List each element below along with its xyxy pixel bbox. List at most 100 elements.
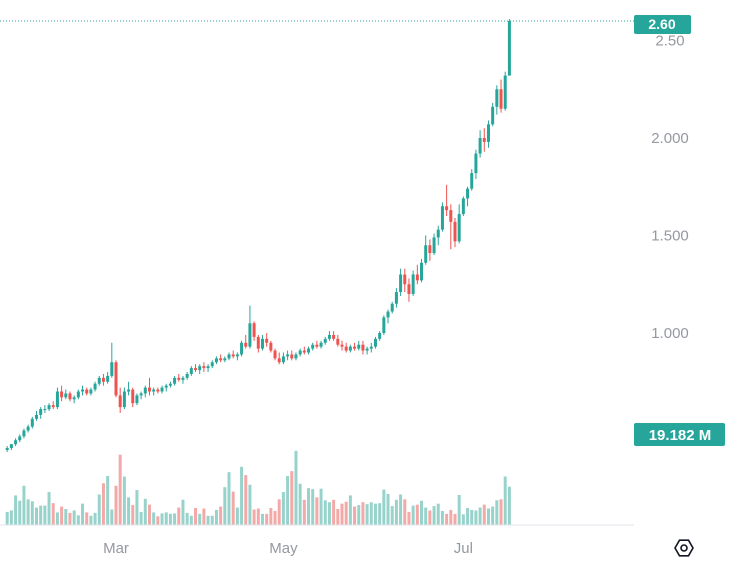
price-candles xyxy=(5,19,511,452)
candle xyxy=(491,102,495,127)
candle xyxy=(436,225,440,246)
candle-body xyxy=(445,206,449,211)
volume-bar xyxy=(131,505,135,525)
volume-bar xyxy=(219,506,223,525)
candle xyxy=(164,383,168,392)
volume-bar xyxy=(156,516,160,525)
candle xyxy=(466,186,470,207)
candle-body xyxy=(503,75,507,109)
volume-bar xyxy=(315,497,319,525)
candle-body xyxy=(256,336,260,349)
volume-bar xyxy=(365,504,369,525)
volume-bar xyxy=(269,508,273,525)
candle xyxy=(14,438,18,447)
candle-body xyxy=(394,292,398,304)
candle xyxy=(60,385,64,402)
candle-body xyxy=(382,317,386,333)
candle-body xyxy=(499,89,503,109)
candle xyxy=(315,340,319,349)
candle xyxy=(428,239,432,261)
volume-bar xyxy=(39,505,43,525)
candle-body xyxy=(365,348,369,351)
candle xyxy=(432,233,436,255)
candle xyxy=(495,85,499,115)
candle-body xyxy=(424,245,428,263)
candle xyxy=(235,352,239,361)
volume-bar xyxy=(348,495,352,525)
candle-body xyxy=(110,362,114,376)
candle xyxy=(139,391,143,400)
volume-bar xyxy=(240,466,244,525)
price-tick-label: 1.500 xyxy=(651,228,689,245)
volume-bar xyxy=(411,505,415,525)
candle-body xyxy=(223,358,227,361)
volume-bar xyxy=(5,511,9,525)
candle-body xyxy=(122,391,126,408)
volume-bar xyxy=(231,491,235,525)
time-axis[interactable]: Mar May Jul xyxy=(103,540,473,557)
candle xyxy=(394,288,398,308)
candle xyxy=(336,334,340,347)
candle xyxy=(369,342,373,353)
volume-bar xyxy=(202,508,206,525)
price-tick-label: 2.000 xyxy=(651,130,689,147)
candle xyxy=(499,79,503,113)
candle-body xyxy=(269,342,273,351)
candle-body xyxy=(453,221,457,242)
candle xyxy=(265,333,269,347)
candle xyxy=(332,331,336,341)
candle-body xyxy=(474,153,478,174)
candle-body xyxy=(68,393,72,400)
hexagon-gear-icon[interactable] xyxy=(674,539,694,557)
candle xyxy=(373,336,377,349)
candle-body xyxy=(131,389,135,404)
volume-bar xyxy=(470,509,474,525)
candle xyxy=(281,352,285,365)
candle xyxy=(319,340,323,349)
candle-body xyxy=(407,284,411,294)
candle xyxy=(34,411,38,421)
candle-body xyxy=(72,397,76,400)
volume-bar xyxy=(160,513,164,525)
volume-bar xyxy=(9,510,13,525)
candle xyxy=(214,356,218,365)
candle-body xyxy=(436,229,440,238)
volume-bar xyxy=(26,499,30,525)
candle-body xyxy=(248,323,252,347)
candle-body xyxy=(478,138,482,154)
candle-body xyxy=(235,354,239,357)
candle xyxy=(202,362,206,372)
candle-body xyxy=(336,338,340,345)
candle xyxy=(131,387,135,408)
last-price-label: 2.60 xyxy=(648,16,675,32)
candle xyxy=(9,444,13,450)
volume-bar xyxy=(51,503,55,525)
volume-bar xyxy=(235,507,239,525)
candle xyxy=(507,19,511,76)
candle-body xyxy=(9,444,13,449)
candle-body xyxy=(135,395,139,404)
candle xyxy=(240,340,244,357)
candle-body xyxy=(202,366,206,369)
volume-bar xyxy=(432,506,436,525)
volume-bar xyxy=(168,513,172,525)
price-tick-label: 2.50 xyxy=(655,33,684,50)
volume-bar xyxy=(60,506,64,525)
volume-bar xyxy=(420,500,424,525)
candle xyxy=(327,331,331,341)
candle-body xyxy=(466,188,470,199)
volume-bar xyxy=(344,501,348,525)
volume-bar xyxy=(491,506,495,525)
volume-bar xyxy=(72,510,76,525)
candle xyxy=(106,372,110,384)
candle-body xyxy=(127,389,131,392)
last-volume-badge: 19.182 M xyxy=(634,423,725,446)
volume-bar xyxy=(85,512,89,525)
price-axis[interactable]: 2.50 2.000 1.500 1.000 xyxy=(651,33,689,343)
volume-bar xyxy=(286,476,290,525)
volume-bar xyxy=(311,489,315,525)
candle-body xyxy=(260,338,264,349)
candle xyxy=(143,385,147,398)
